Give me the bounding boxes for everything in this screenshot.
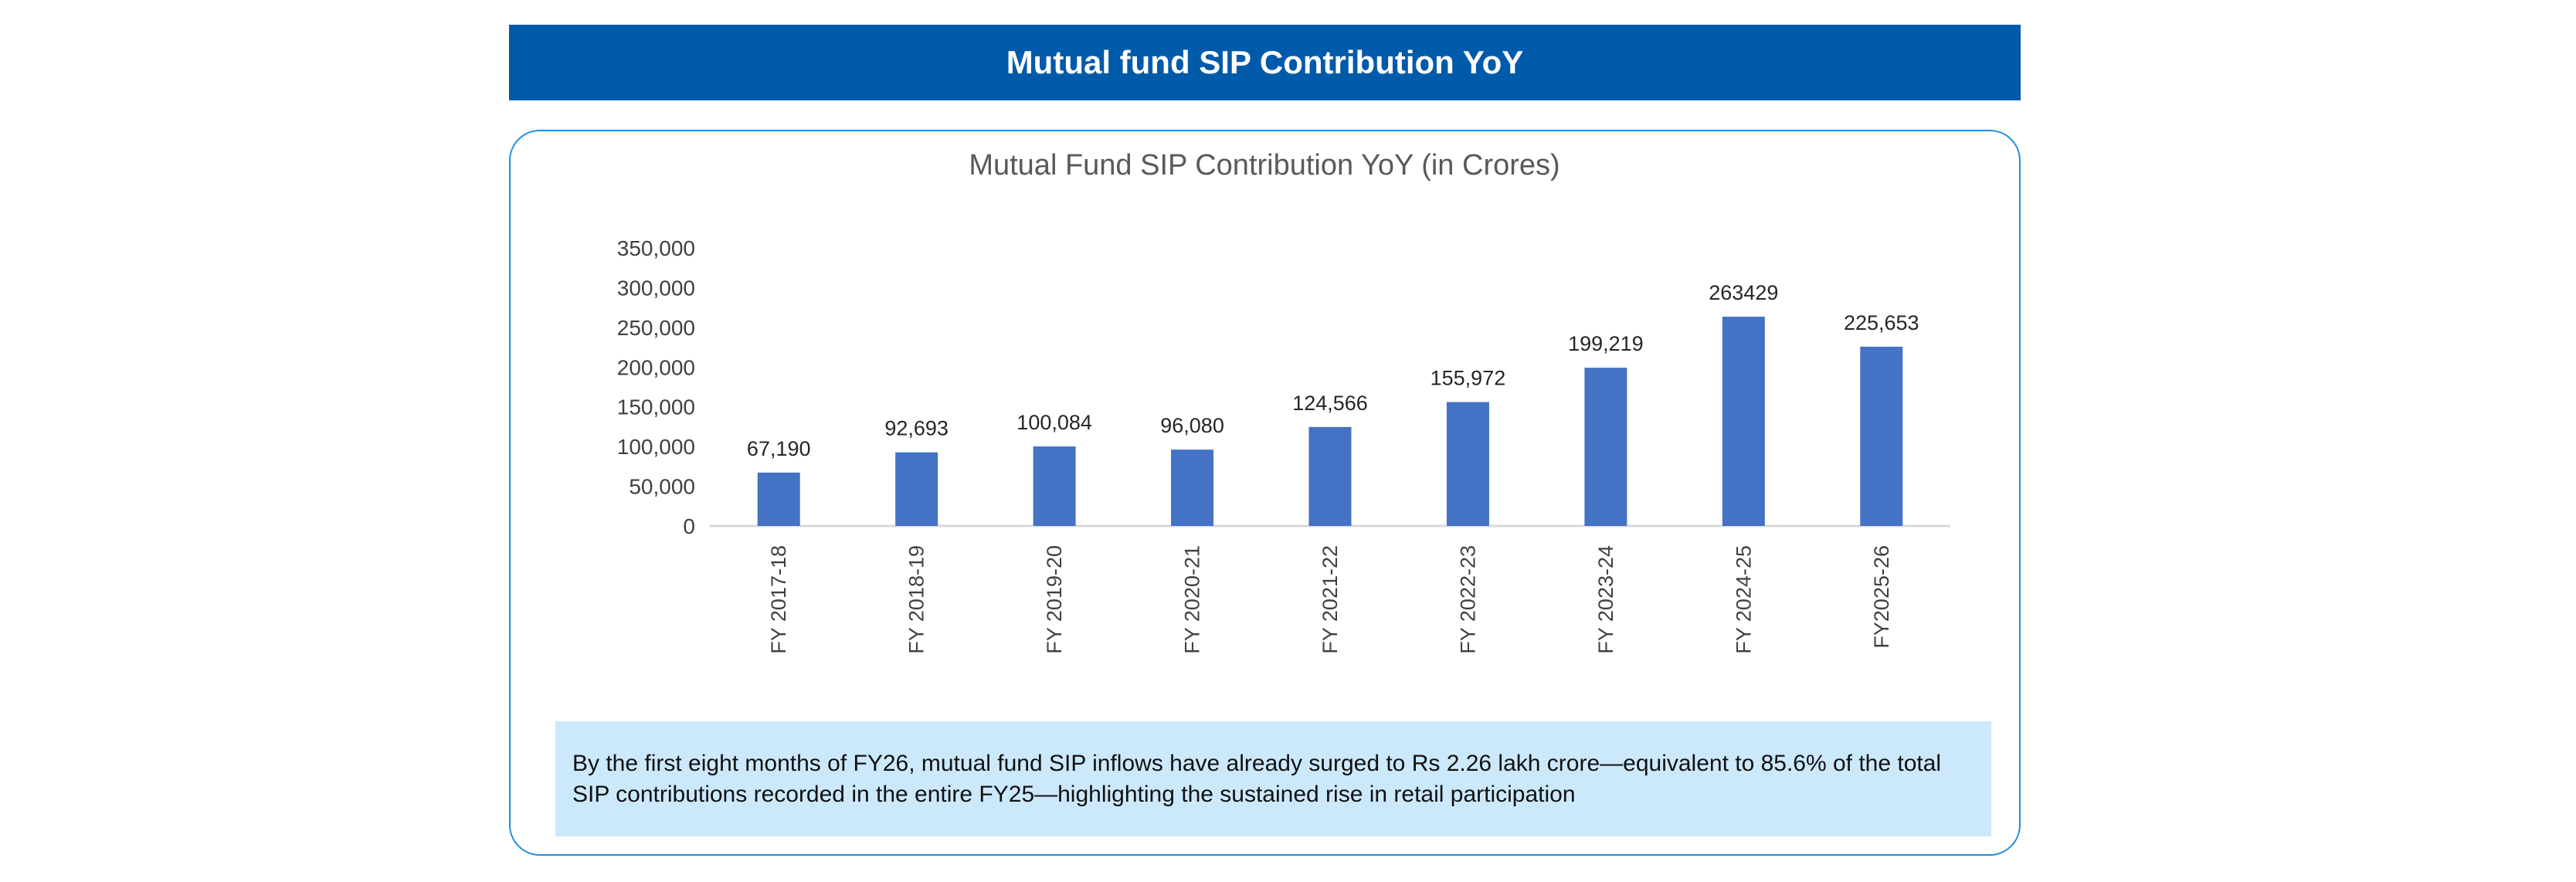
data-label: 199,219 xyxy=(1568,332,1644,355)
x-tick-label: FY2025-26 xyxy=(1870,545,1893,649)
data-label: 263429 xyxy=(1709,281,1778,304)
x-tick-label: FY 2019-20 xyxy=(1043,545,1066,654)
x-tick-label: FY 2017-18 xyxy=(767,545,790,654)
y-tick-label: 200,000 xyxy=(617,355,695,379)
bar xyxy=(1033,446,1076,526)
data-label: 67,190 xyxy=(747,437,811,460)
x-tick-label: FY 2018-19 xyxy=(905,545,928,654)
bar xyxy=(895,452,938,526)
y-axis: 0 50,000 100,000 150,000 200,000 250,000 300,0… xyxy=(617,236,695,538)
x-axis: FY 2017-18 FY 2018-19 FY 2019-20 FY 2020-21… xyxy=(767,545,1893,654)
bar xyxy=(757,472,800,526)
chart-title: Mutual Fund SIP Contribution YoY (in Cro… xyxy=(969,149,1560,181)
bar xyxy=(1171,449,1214,526)
data-label: 225,653 xyxy=(1844,311,1919,334)
banner-title: Mutual fund SIP Contribution YoY xyxy=(1006,44,1524,80)
bars: 67,190 92,693 100,084 96,080 124,566 155,972 1… xyxy=(747,281,1919,526)
x-tick-label: FY 2020-21 xyxy=(1181,545,1204,654)
x-tick-label: FY 2024-25 xyxy=(1732,545,1755,654)
bar xyxy=(1446,402,1489,526)
bar xyxy=(1308,426,1352,526)
y-tick-label: 50,000 xyxy=(629,475,695,499)
data-label: 100,084 xyxy=(1016,411,1092,434)
data-label: 124,566 xyxy=(1292,392,1368,415)
data-label: 155,972 xyxy=(1431,367,1506,390)
data-label: 92,693 xyxy=(884,417,949,440)
data-label: 96,080 xyxy=(1160,414,1224,437)
bar xyxy=(1722,317,1765,526)
y-tick-label: 250,000 xyxy=(617,316,695,340)
bar xyxy=(1584,368,1627,526)
x-tick-label: FY 2023-24 xyxy=(1594,545,1617,654)
y-tick-label: 150,000 xyxy=(617,395,695,419)
y-tick-label: 0 xyxy=(683,514,695,538)
y-tick-label: 100,000 xyxy=(617,435,695,459)
y-tick-label: 300,000 xyxy=(617,276,695,300)
x-tick-label: FY 2022-23 xyxy=(1456,545,1479,654)
bar xyxy=(1860,346,1903,526)
header-banner: Mutual fund SIP Contribution YoY xyxy=(509,25,2021,100)
x-tick-label: FY 2021-22 xyxy=(1319,545,1342,654)
insight-note: By the first eight months of FY26, mutua… xyxy=(555,721,1991,836)
y-tick-label: 350,000 xyxy=(617,236,695,260)
